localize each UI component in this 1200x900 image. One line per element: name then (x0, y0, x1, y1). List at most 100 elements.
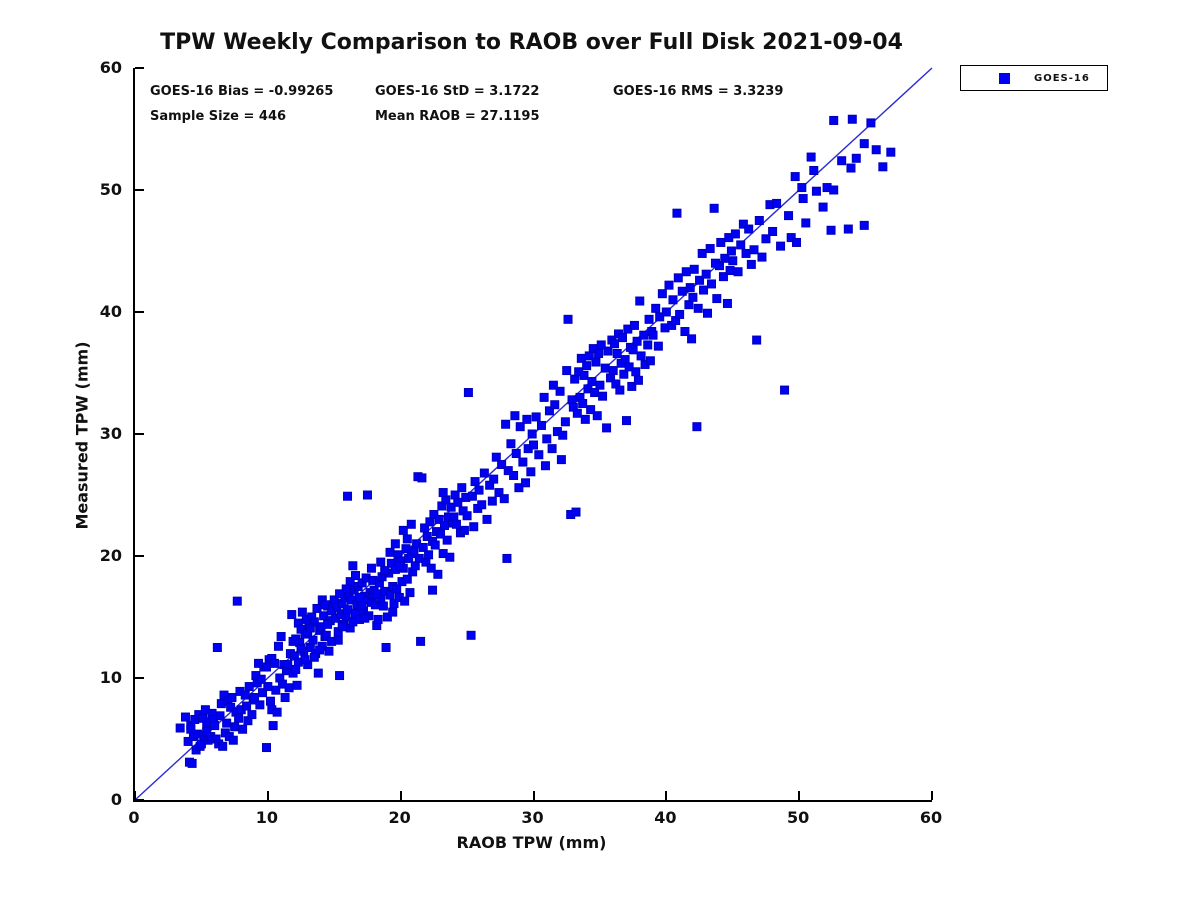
scatter-point (469, 522, 479, 532)
scatter-point (651, 303, 661, 313)
scatter-point (547, 444, 557, 454)
scatter-point (263, 682, 273, 692)
scatter-point (457, 483, 467, 493)
scatter-point (619, 369, 629, 379)
scatter-point (653, 341, 663, 351)
scatter-point (244, 682, 254, 692)
scatter-point (372, 589, 382, 599)
plot-area (133, 67, 933, 802)
scatter-point (385, 590, 395, 600)
scatter-point (712, 294, 722, 304)
x-tick-label: 20 (388, 808, 411, 827)
scatter-point (591, 357, 601, 367)
scatter-point (446, 502, 456, 512)
stat-mean-raob: Mean RAOB = 27.1195 (375, 109, 540, 124)
scatter-point (699, 285, 709, 295)
scatter-point (576, 353, 586, 363)
scatter-point (479, 468, 489, 478)
scatter-point (218, 741, 228, 751)
scatter-point (323, 619, 333, 629)
y-tick-label: 50 (99, 180, 122, 199)
scatter-point (680, 327, 690, 337)
scatter-point (720, 253, 730, 263)
x-tick-mark (266, 791, 269, 800)
scatter-point (256, 674, 266, 684)
scatter-point (556, 455, 566, 465)
scatter-point (826, 225, 836, 235)
scatter-point (202, 727, 212, 737)
scatter-point (655, 312, 665, 322)
scatter-point (283, 660, 293, 670)
scatter-point (703, 308, 713, 318)
scatter-point (624, 362, 634, 372)
scatter-point (434, 514, 444, 524)
x-tick-label: 40 (654, 808, 677, 827)
scatter-point (596, 340, 606, 350)
scatter-point (563, 314, 573, 324)
scatter-point (847, 114, 857, 124)
scatter-point (714, 261, 724, 271)
scatter-point (829, 185, 839, 195)
x-axis-label: RAOB TPW (mm) (456, 833, 607, 852)
scatter-point (402, 574, 412, 584)
scatter-point (354, 592, 364, 602)
scatter-point (429, 510, 439, 520)
scatter-point (550, 400, 560, 410)
scatter-point (273, 641, 283, 651)
scatter-point (664, 280, 674, 290)
scatter-point (746, 259, 756, 269)
scatter-point (527, 429, 537, 439)
scatter-point (394, 561, 404, 571)
scatter-point (418, 542, 428, 552)
scatter-point (463, 388, 473, 398)
scatter-point (709, 203, 719, 213)
scatter-point (341, 584, 351, 594)
scatter-point (587, 377, 597, 387)
scatter-point (453, 497, 463, 507)
scatter-point (871, 145, 881, 155)
scatter-point (531, 412, 541, 422)
scatter-point (706, 279, 716, 289)
scatter-point (477, 500, 487, 510)
scatter-point (422, 531, 432, 541)
scatter-svg (134, 67, 933, 801)
scatter-point (617, 333, 627, 343)
scatter-point (291, 664, 301, 674)
scatter-point (685, 283, 695, 293)
scatter-point (227, 693, 237, 703)
scatter-point (335, 671, 345, 681)
scatter-point (296, 644, 306, 654)
scatter-point (693, 303, 703, 313)
scatter-point (801, 218, 811, 228)
scatter-point (442, 535, 452, 545)
scatter-point (636, 351, 646, 361)
scatter-point (837, 156, 847, 166)
scatter-point (410, 561, 420, 571)
scatter-point (544, 406, 554, 416)
scatter-point (309, 652, 319, 662)
scatter-point (878, 162, 888, 172)
scatter-point (752, 335, 762, 345)
scatter-point (272, 707, 282, 717)
scatter-point (315, 645, 325, 655)
scatter-point (657, 289, 667, 299)
scatter-point (542, 434, 552, 444)
scatter-point (859, 220, 869, 230)
scatter-point (445, 552, 455, 562)
scatter-point (337, 622, 347, 632)
scatter-point (232, 596, 242, 606)
scatter-point (343, 605, 353, 615)
scatter-point (571, 507, 581, 517)
scatter-point (226, 702, 236, 712)
scatter-point (722, 298, 732, 308)
scatter-point (424, 550, 434, 560)
scatter-point (420, 523, 430, 533)
scatter-point (518, 457, 528, 467)
x-tick-label: 10 (255, 808, 278, 827)
scatter-point (612, 348, 622, 358)
scatter-point (335, 589, 345, 599)
scatter-point (851, 153, 861, 163)
scatter-point (462, 511, 472, 521)
scatter-point (511, 449, 521, 459)
scatter-point (594, 348, 604, 358)
